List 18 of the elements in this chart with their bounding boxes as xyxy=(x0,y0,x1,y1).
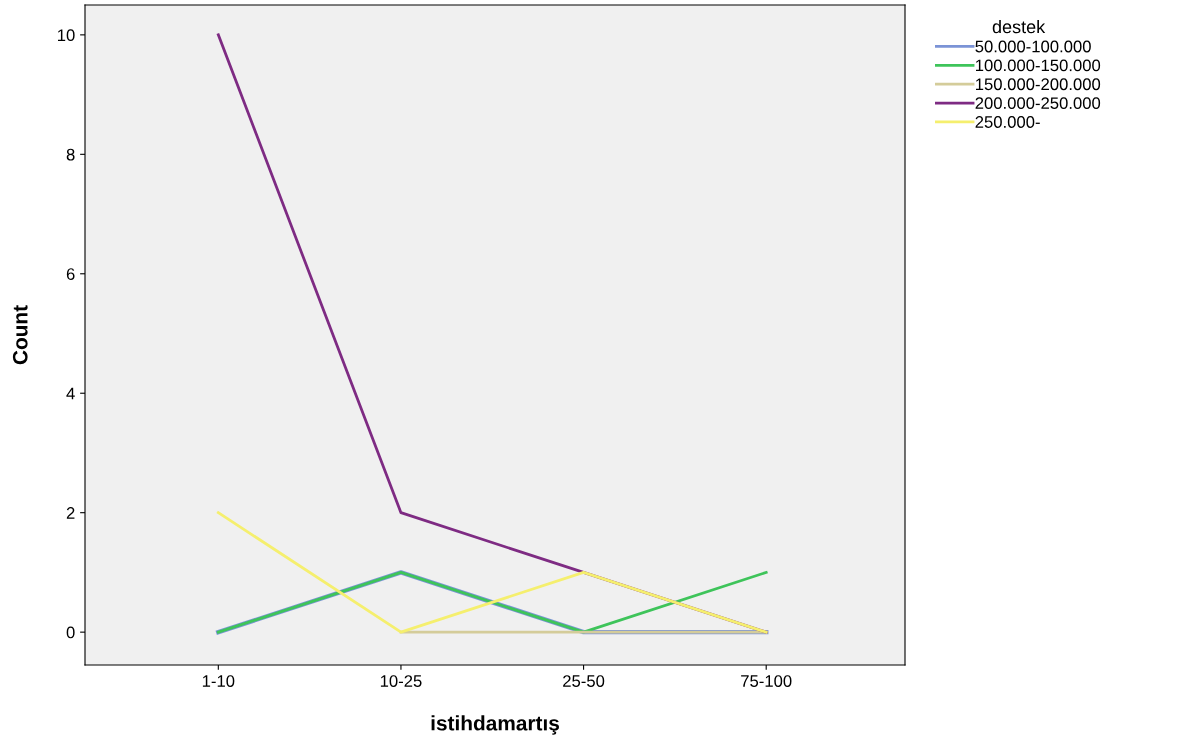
x-axis-title: istihdamartış xyxy=(431,715,559,735)
y-tick-label: 10 xyxy=(58,29,75,42)
x-tick-label: 10-25 xyxy=(380,675,422,687)
legend-label: 250.000- xyxy=(975,116,1040,128)
x-tick-label: 1-10 xyxy=(202,675,235,687)
legend-label: 100.000-150.000 xyxy=(976,59,1101,72)
legend-title: destek xyxy=(992,20,1046,34)
x-tick-label: 25-50 xyxy=(563,675,605,687)
legend-label: 200.000-250.000 xyxy=(975,97,1101,110)
y-tick-label: 4 xyxy=(66,387,75,400)
y-tick-label: 8 xyxy=(66,148,75,161)
y-tick-label: 0 xyxy=(66,626,75,639)
legend-label: 150.000-200.000 xyxy=(976,78,1101,91)
legend-label: 50.000-100.000 xyxy=(975,40,1091,53)
y-axis-title: Count xyxy=(12,305,28,365)
y-tick-label: 6 xyxy=(66,268,75,280)
x-tick-label: 75-100 xyxy=(741,675,792,687)
y-tick-label: 2 xyxy=(66,507,75,519)
